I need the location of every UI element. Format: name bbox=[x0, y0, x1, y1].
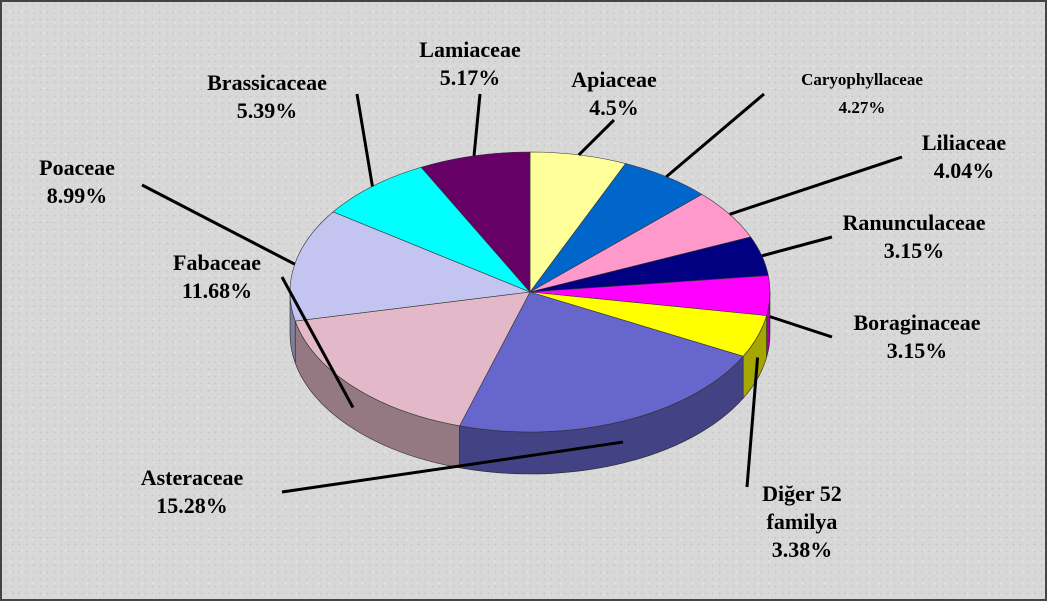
slice-label: Ranunculaceae 3.15% bbox=[843, 209, 986, 265]
value-label: 8.99% bbox=[46, 183, 108, 208]
value-label: 11.68% bbox=[181, 278, 253, 303]
slice-label: Asteraceae 15.28% bbox=[141, 464, 244, 520]
category-label: Ranunculaceae bbox=[842, 210, 986, 235]
slice-label: Liliaceae 4.04% bbox=[922, 129, 1006, 185]
value-label: 4.5% bbox=[589, 95, 639, 120]
category-label: Apiaceae bbox=[571, 67, 657, 92]
value-label: 4.27% bbox=[838, 98, 886, 117]
leader-line bbox=[280, 276, 355, 409]
value-label: 3.15% bbox=[883, 238, 945, 263]
category-label: Poaceae bbox=[39, 155, 115, 180]
leader-line bbox=[577, 118, 616, 156]
slice-label: Poaceae 8.99% bbox=[39, 154, 115, 210]
slice bbox=[420, 151, 531, 293]
category-label: Asteraceae bbox=[140, 465, 244, 490]
leader-line bbox=[281, 440, 624, 494]
slice-side-shade bbox=[295, 321, 460, 468]
slice-label: Apiaceae 4.5% bbox=[571, 66, 657, 122]
value-label: 15.28% bbox=[156, 493, 228, 518]
category-label: Lamiaceae bbox=[419, 37, 521, 62]
slice-label: Boraginaceae 3.15% bbox=[853, 309, 980, 365]
leader-line bbox=[355, 93, 374, 187]
slice-side-shade bbox=[766, 292, 770, 358]
leader-line bbox=[472, 93, 482, 157]
slice-label: Lamiaceae 5.17% bbox=[419, 36, 520, 92]
value-label: 3.38% bbox=[771, 537, 833, 562]
category-label: Fabaceae bbox=[173, 250, 261, 275]
value-label: 5.39% bbox=[236, 98, 298, 123]
leader-line bbox=[729, 155, 903, 216]
leader-line bbox=[761, 235, 833, 258]
slice-label: Diğer 52 familya 3.38% bbox=[747, 480, 857, 564]
slice-side-shade bbox=[743, 315, 767, 399]
slice bbox=[289, 211, 532, 322]
leader-line bbox=[665, 92, 765, 178]
slice-label: Fabaceae 11.68% bbox=[173, 249, 261, 305]
value-label: 3.15% bbox=[886, 338, 948, 363]
category-label: Liliaceae bbox=[921, 130, 1007, 155]
category-label: Caryophyllaceae bbox=[801, 70, 923, 89]
slice-side-shade bbox=[290, 292, 296, 364]
slice bbox=[459, 291, 744, 433]
leader-line bbox=[769, 315, 833, 339]
slice-side-shade bbox=[459, 356, 744, 474]
value-label: 5.17% bbox=[439, 65, 501, 90]
slice bbox=[294, 291, 531, 427]
slice-label: Brassicaceae 5.39% bbox=[207, 69, 327, 125]
value-label: 4.04% bbox=[933, 158, 995, 183]
category-label: Diğer 52 familya bbox=[762, 481, 842, 534]
category-label: Brassicaceae bbox=[207, 70, 327, 95]
leader-line bbox=[745, 357, 760, 488]
category-label: Boraginaceae bbox=[853, 310, 981, 335]
slice-label: Caryophyllaceae 4.27% bbox=[801, 66, 923, 122]
leader-line bbox=[141, 183, 296, 266]
